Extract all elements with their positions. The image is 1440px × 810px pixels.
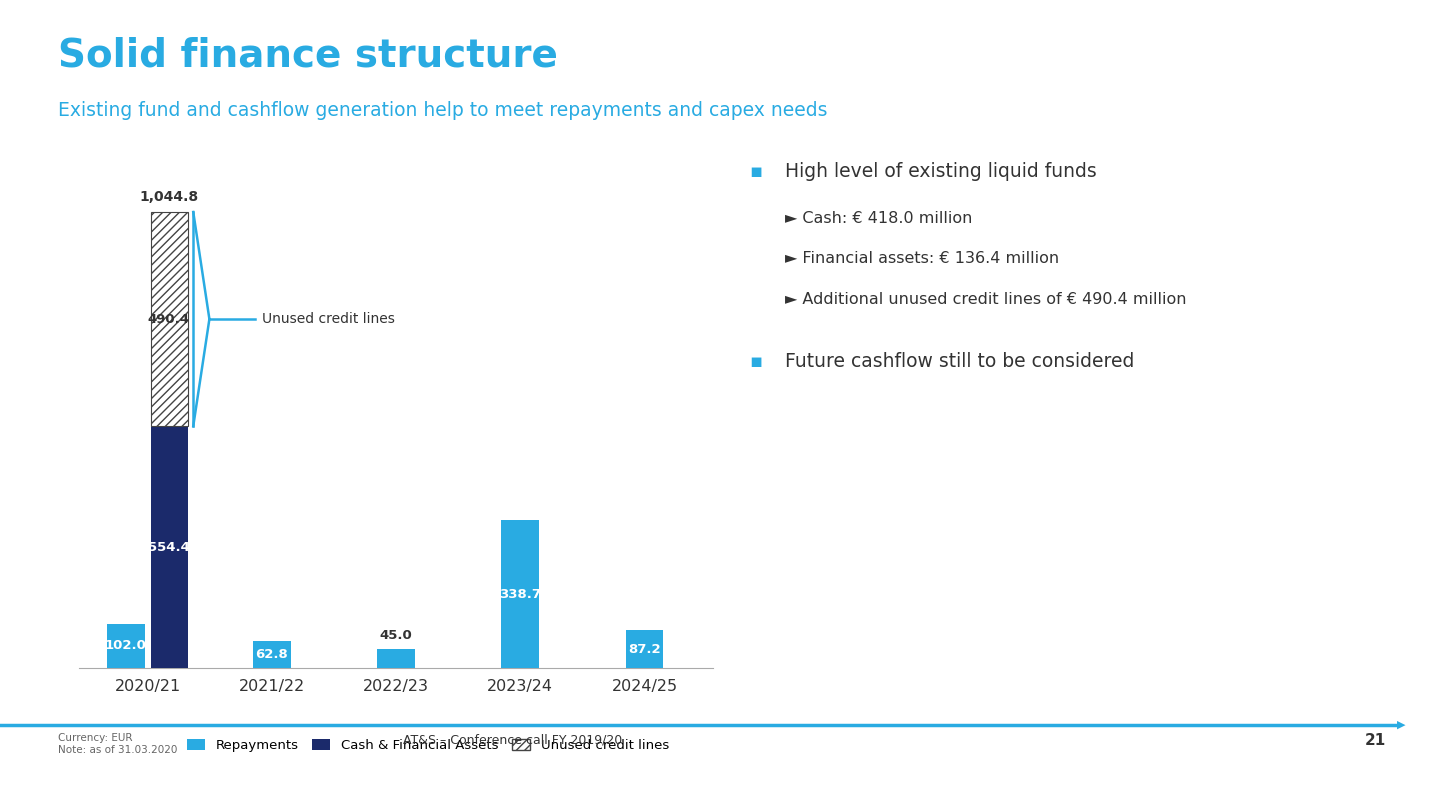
Text: 87.2: 87.2	[628, 642, 661, 656]
Text: AT&S: AT&S	[1287, 45, 1369, 73]
Text: 21: 21	[1365, 733, 1385, 748]
Bar	[625, 630, 664, 668]
Text: 338.7: 338.7	[500, 588, 541, 601]
Text: 45.0: 45.0	[380, 629, 412, 642]
Text: 102.0: 102.0	[105, 639, 147, 653]
Bar	[377, 649, 415, 668]
Text: Existing fund and cashflow generation help to meet repayments and capex needs: Existing fund and cashflow generation he…	[58, 101, 827, 120]
Text: ▶: ▶	[1397, 720, 1405, 730]
Bar	[151, 426, 189, 668]
Text: ▪: ▪	[749, 352, 762, 371]
Text: Solid finance structure: Solid finance structure	[58, 36, 557, 75]
Bar	[501, 520, 539, 668]
Text: ► Financial assets: € 136.4 million: ► Financial assets: € 136.4 million	[785, 251, 1058, 266]
Text: AT&S – Conference call FY 2019/20: AT&S – Conference call FY 2019/20	[403, 733, 622, 746]
Text: Unused credit lines: Unused credit lines	[262, 312, 395, 326]
Text: ► Additional unused credit lines of € 490.4 million: ► Additional unused credit lines of € 49…	[785, 292, 1187, 307]
Bar	[253, 641, 291, 668]
Text: 62.8: 62.8	[255, 648, 288, 661]
Text: 554.4: 554.4	[148, 541, 190, 554]
Text: Currency: EUR
Note: as of 31.03.2020: Currency: EUR Note: as of 31.03.2020	[58, 733, 177, 755]
Legend: Repayments, Cash & Financial Assets, Unused credit lines: Repayments, Cash & Financial Assets, Unu…	[181, 734, 674, 757]
Text: ▪: ▪	[749, 162, 762, 181]
Text: Future cashflow still to be considered: Future cashflow still to be considered	[785, 352, 1135, 371]
Bar	[107, 624, 144, 668]
Text: High level of existing liquid funds: High level of existing liquid funds	[785, 162, 1096, 181]
Bar	[151, 212, 189, 426]
Text: 490.4: 490.4	[147, 313, 189, 326]
Text: ► Cash: € 418.0 million: ► Cash: € 418.0 million	[785, 211, 972, 226]
Text: 1,044.8: 1,044.8	[140, 190, 199, 204]
